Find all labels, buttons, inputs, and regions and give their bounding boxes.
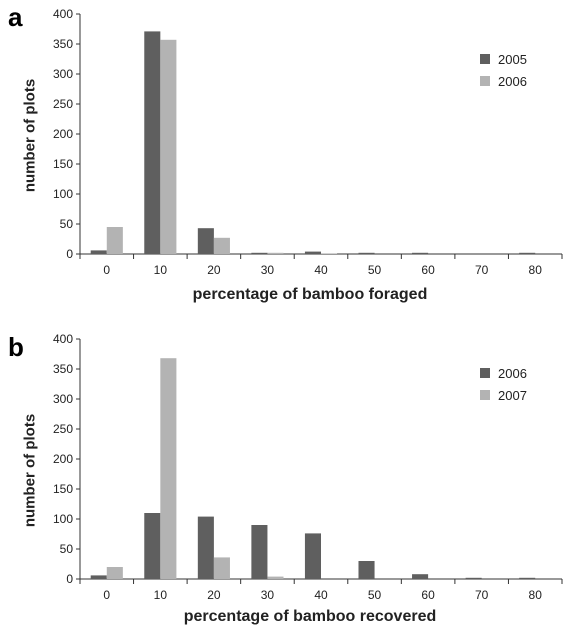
legend-item-a-0: 2005 bbox=[480, 48, 527, 70]
bar-b-2006-0 bbox=[90, 575, 107, 579]
bar-a-2005-80 bbox=[519, 252, 536, 254]
y-tick-label-a-6: 300 bbox=[53, 67, 73, 81]
y-tick-label-a-5: 250 bbox=[53, 97, 73, 111]
y-tick-label-a-3: 150 bbox=[53, 157, 73, 171]
legend-a: 2005 2006 bbox=[480, 48, 527, 92]
x-tick-label-a-5: 50 bbox=[368, 263, 382, 277]
x-tick-label-a-3: 30 bbox=[261, 263, 275, 277]
x-tick-label-b-5: 50 bbox=[368, 588, 382, 602]
bar-a-2005-0 bbox=[90, 250, 107, 254]
x-tick-label-b-7: 70 bbox=[475, 588, 489, 602]
x-tick-label-a-1: 10 bbox=[154, 263, 168, 277]
bar-chart-a: 0 50 100 150 200 250 300 350 400 0 10 20 30 40 50 60 70 8… bbox=[53, 7, 563, 277]
bar-b-2006-40 bbox=[304, 533, 321, 579]
bar-b-2006-70 bbox=[465, 577, 482, 579]
y-tick-label-b-6: 300 bbox=[53, 392, 73, 406]
bar-a-2005-30 bbox=[251, 252, 268, 254]
legend-item-a-1: 2006 bbox=[480, 70, 527, 92]
legend-swatch-b-0 bbox=[480, 368, 490, 378]
y-tick-label-b-0: 0 bbox=[66, 572, 73, 586]
bar-b-2006-80 bbox=[519, 577, 536, 579]
legend-item-b-1: 2007 bbox=[480, 384, 527, 406]
panel-letter-a: a bbox=[8, 2, 23, 32]
legend-item-b-0: 2006 bbox=[480, 362, 527, 384]
x-axis-label-b: percentage of bamboo recovered bbox=[183, 608, 437, 625]
bar-b-2007-0 bbox=[106, 567, 123, 579]
legend-swatch-a-1 bbox=[480, 76, 490, 86]
bar-a-2006-20 bbox=[213, 237, 230, 254]
bar-b-2006-60 bbox=[412, 574, 429, 579]
bar-a-2006-10 bbox=[160, 39, 177, 254]
bar-a-2006-0 bbox=[106, 227, 123, 254]
bar-a-2006-40 bbox=[321, 253, 338, 254]
y-tick-label-b-4: 200 bbox=[53, 452, 73, 466]
bar-a-2006-30 bbox=[267, 252, 284, 254]
bar-a-2005-40 bbox=[304, 251, 321, 254]
y-tick-label-a-0: 0 bbox=[66, 247, 73, 261]
y-tick-label-a-4: 200 bbox=[53, 127, 73, 141]
bar-a-2005-20 bbox=[197, 228, 214, 254]
y-tick-label-a-8: 400 bbox=[53, 7, 73, 21]
legend-label-b-1: 2007 bbox=[498, 387, 527, 403]
x-tick-label-b-1: 10 bbox=[154, 588, 168, 602]
x-tick-label-a-0: 0 bbox=[103, 263, 110, 277]
x-tick-label-a-6: 60 bbox=[421, 263, 435, 277]
y-tick-label-b-5: 250 bbox=[53, 422, 73, 436]
x-tick-label-b-0: 0 bbox=[103, 588, 110, 602]
legend-label-a-0: 2005 bbox=[498, 51, 527, 67]
bar-b-2007-10 bbox=[160, 358, 177, 579]
y-tick-label-a-2: 100 bbox=[53, 187, 73, 201]
bar-chart-b: 0 50 100 150 200 250 300 350 400 0 10 20 30 40 50 60 70 8… bbox=[53, 332, 563, 602]
x-tick-label-a-2: 20 bbox=[207, 263, 221, 277]
legend-label-a-1: 2006 bbox=[498, 73, 527, 89]
bar-a-2005-60 bbox=[412, 252, 429, 254]
x-tick-label-b-4: 40 bbox=[314, 588, 328, 602]
bar-b-2006-20 bbox=[197, 516, 214, 579]
x-tick-label-a-4: 40 bbox=[314, 263, 328, 277]
x-tick-label-b-2: 20 bbox=[207, 588, 221, 602]
y-tick-label-b-2: 100 bbox=[53, 512, 73, 526]
legend-label-b-0: 2006 bbox=[498, 365, 527, 381]
chart-panel-a: a number of plots 0 50 100 150 200 250 300 350 4… bbox=[0, 0, 572, 314]
bar-a-2005-10 bbox=[144, 31, 161, 255]
y-tick-label-b-7: 350 bbox=[53, 362, 73, 376]
bar-b-2006-50 bbox=[358, 561, 375, 579]
y-tick-label-a-7: 350 bbox=[53, 37, 73, 51]
bar-a-2005-50 bbox=[358, 252, 375, 254]
y-tick-label-b-8: 400 bbox=[53, 332, 73, 346]
panel-letter-b: b bbox=[8, 332, 24, 362]
x-tick-label-b-6: 60 bbox=[421, 588, 435, 602]
chart-panel-b: b number of plots 0 50 100 150 200 250 300 350 4… bbox=[0, 314, 572, 628]
x-tick-label-b-8: 80 bbox=[529, 588, 543, 602]
legend-swatch-a-0 bbox=[480, 54, 490, 64]
legend-b: 2006 2007 bbox=[480, 362, 527, 406]
y-tick-label-b-3: 150 bbox=[53, 482, 73, 496]
y-tick-label-b-1: 50 bbox=[60, 542, 74, 556]
x-axis-label-a: percentage of bamboo foraged bbox=[192, 286, 428, 303]
bar-b-2007-20 bbox=[213, 557, 230, 579]
x-tick-label-a-8: 80 bbox=[529, 263, 543, 277]
bar-b-2006-30 bbox=[251, 525, 268, 579]
y-tick-label-a-1: 50 bbox=[60, 217, 74, 231]
bar-b-2007-30 bbox=[267, 576, 284, 579]
x-tick-label-b-3: 30 bbox=[261, 588, 275, 602]
x-tick-label-a-7: 70 bbox=[475, 263, 489, 277]
legend-swatch-b-1 bbox=[480, 390, 490, 400]
bar-b-2006-10 bbox=[144, 513, 161, 579]
